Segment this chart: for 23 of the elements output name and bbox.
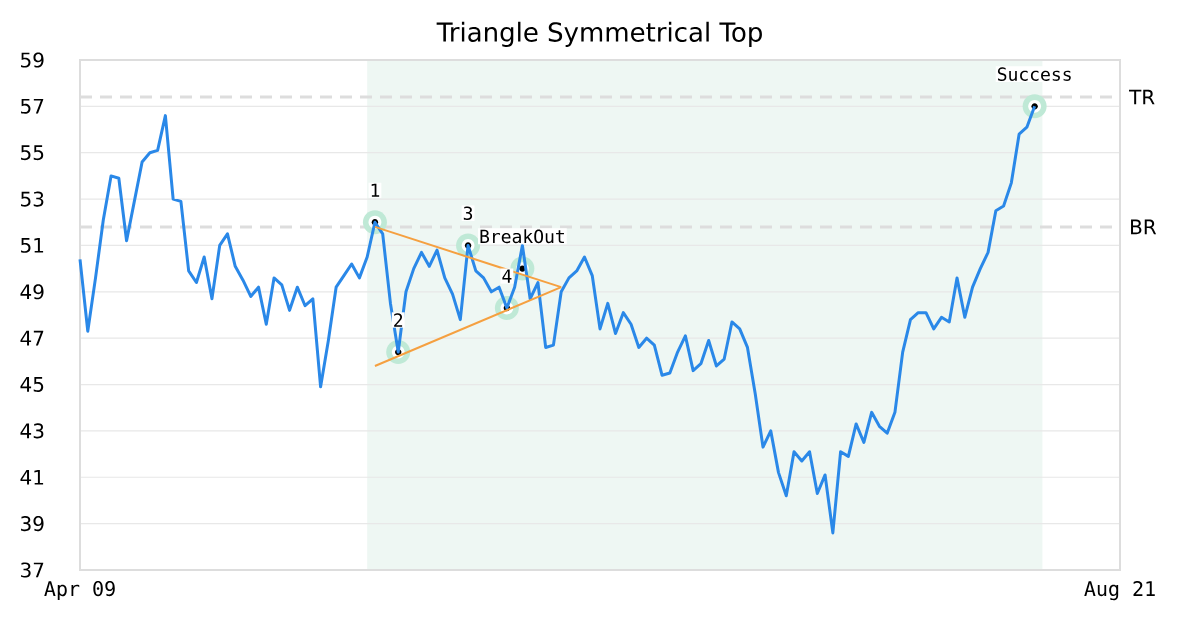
- y-tick-label: 53: [21, 191, 44, 207]
- y-tick-label: 41: [20, 469, 44, 485]
- y-tick-label: 59: [21, 52, 44, 68]
- annotation: BreakOut: [480, 229, 564, 244]
- chart-title: Triangle Symmetrical Top: [436, 21, 762, 47]
- annotation: 4: [502, 269, 512, 283]
- annotation: 1: [371, 183, 380, 197]
- y-tick-label: 51: [21, 238, 44, 253]
- ref-line-label: BR: [1131, 219, 1157, 235]
- y-tick-label: 39: [21, 516, 44, 532]
- x-tick-label: Aug 21: [1084, 581, 1155, 601]
- y-tick-label: 47: [20, 330, 44, 346]
- ref-line-label: TR: [1129, 89, 1155, 105]
- annotation: 2: [394, 313, 403, 327]
- annotation: 3: [463, 206, 473, 221]
- x-tick-label: Apr 09: [44, 581, 115, 601]
- y-tick-label: 45: [20, 377, 44, 392]
- y-tick-label: 57: [21, 98, 44, 114]
- y-tick-label: 43: [20, 423, 44, 439]
- y-tick-label: 49: [20, 284, 44, 300]
- annotation: Success: [997, 67, 1071, 81]
- y-tick-label: 55: [21, 145, 44, 161]
- y-tick-label: 37: [21, 562, 44, 578]
